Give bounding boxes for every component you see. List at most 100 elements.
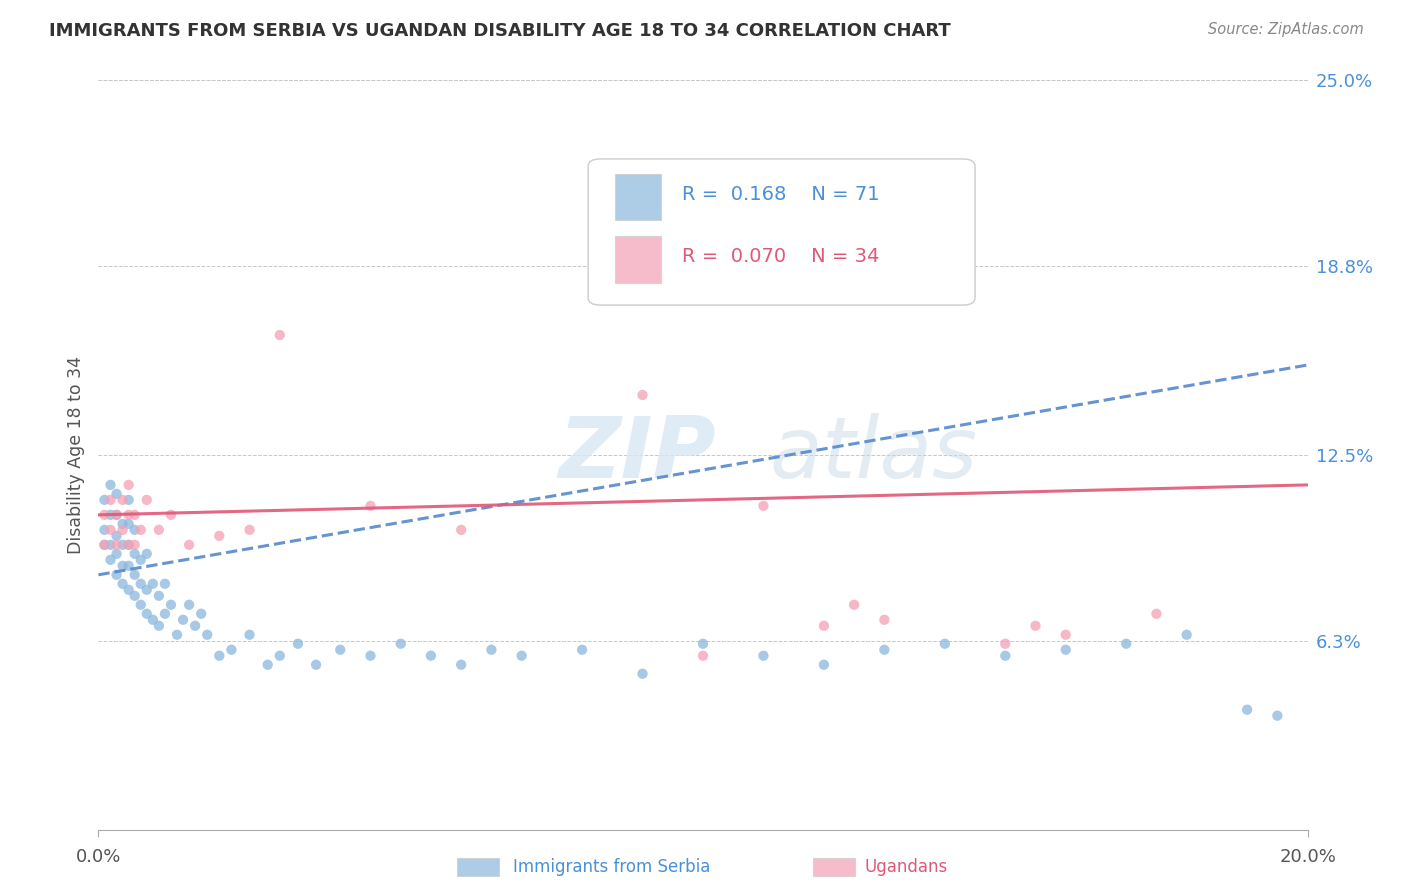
Point xyxy=(111,576,134,591)
Point xyxy=(1236,703,1258,717)
Point xyxy=(994,648,1017,663)
Point xyxy=(602,238,624,252)
Point xyxy=(105,487,128,501)
Point xyxy=(93,538,115,552)
Point xyxy=(105,547,128,561)
FancyBboxPatch shape xyxy=(588,159,976,305)
Text: Immigrants from Serbia: Immigrants from Serbia xyxy=(513,858,710,876)
Point xyxy=(631,388,654,402)
Point xyxy=(239,628,262,642)
Point xyxy=(124,589,146,603)
Point xyxy=(1024,619,1046,633)
Point xyxy=(118,516,141,531)
Point xyxy=(481,642,503,657)
Point xyxy=(1054,628,1077,642)
Point xyxy=(692,648,714,663)
Point xyxy=(124,567,146,582)
Point xyxy=(111,558,134,573)
Point xyxy=(105,508,128,522)
Point xyxy=(124,523,146,537)
Point xyxy=(100,523,122,537)
Point xyxy=(329,642,352,657)
Point xyxy=(118,582,141,597)
Point xyxy=(269,328,291,343)
Point xyxy=(124,538,146,552)
Point xyxy=(1144,607,1167,621)
Point xyxy=(179,598,201,612)
Point xyxy=(813,619,835,633)
Point xyxy=(105,508,128,522)
Point xyxy=(287,637,309,651)
Point xyxy=(813,657,835,672)
Point xyxy=(160,598,183,612)
Point xyxy=(208,529,231,543)
Point xyxy=(148,589,170,603)
Point xyxy=(1267,708,1289,723)
Point xyxy=(153,607,176,621)
Point xyxy=(105,538,128,552)
Point xyxy=(360,648,382,663)
Point xyxy=(184,619,207,633)
Point xyxy=(1054,642,1077,657)
Point xyxy=(105,529,128,543)
Point xyxy=(93,538,115,552)
Point xyxy=(752,499,775,513)
Point xyxy=(100,553,122,567)
Point xyxy=(190,607,212,621)
Point xyxy=(129,523,152,537)
Point xyxy=(389,637,412,651)
Point xyxy=(111,492,134,507)
Point xyxy=(124,547,146,561)
Point xyxy=(571,642,593,657)
Point xyxy=(305,657,328,672)
Point xyxy=(450,523,472,537)
Point xyxy=(118,478,141,492)
Point xyxy=(105,567,128,582)
Point xyxy=(100,478,122,492)
Point xyxy=(100,508,122,522)
Text: Ugandans: Ugandans xyxy=(865,858,948,876)
Text: IMMIGRANTS FROM SERBIA VS UGANDAN DISABILITY AGE 18 TO 34 CORRELATION CHART: IMMIGRANTS FROM SERBIA VS UGANDAN DISABI… xyxy=(49,22,950,40)
Point xyxy=(118,492,141,507)
Point xyxy=(100,492,122,507)
Point xyxy=(160,508,183,522)
Point xyxy=(934,637,956,651)
Point xyxy=(631,666,654,681)
Text: R =  0.070    N = 34: R = 0.070 N = 34 xyxy=(682,247,880,266)
Point xyxy=(118,508,141,522)
Point xyxy=(135,547,157,561)
Point xyxy=(179,538,201,552)
Point xyxy=(111,523,134,537)
Point xyxy=(118,538,141,552)
Point xyxy=(1115,637,1137,651)
Point xyxy=(93,523,115,537)
Point xyxy=(239,523,262,537)
Point xyxy=(844,598,866,612)
Point xyxy=(1175,628,1198,642)
Point xyxy=(153,576,176,591)
Point xyxy=(124,508,146,522)
Point xyxy=(420,648,443,663)
Point xyxy=(135,492,157,507)
Point xyxy=(873,613,896,627)
Point xyxy=(166,628,188,642)
Point xyxy=(172,613,194,627)
Bar xyxy=(614,236,661,283)
Point xyxy=(269,648,291,663)
Point xyxy=(142,613,165,627)
Point xyxy=(692,637,714,651)
Point xyxy=(221,642,243,657)
Point xyxy=(208,648,231,663)
Point xyxy=(118,538,141,552)
Point xyxy=(93,508,115,522)
Point xyxy=(195,628,218,642)
Point xyxy=(135,607,157,621)
Point xyxy=(100,538,122,552)
Point xyxy=(142,576,165,591)
Point xyxy=(111,538,134,552)
Point xyxy=(129,598,152,612)
Point xyxy=(256,657,278,672)
Point xyxy=(129,576,152,591)
Point xyxy=(752,648,775,663)
Point xyxy=(360,499,382,513)
